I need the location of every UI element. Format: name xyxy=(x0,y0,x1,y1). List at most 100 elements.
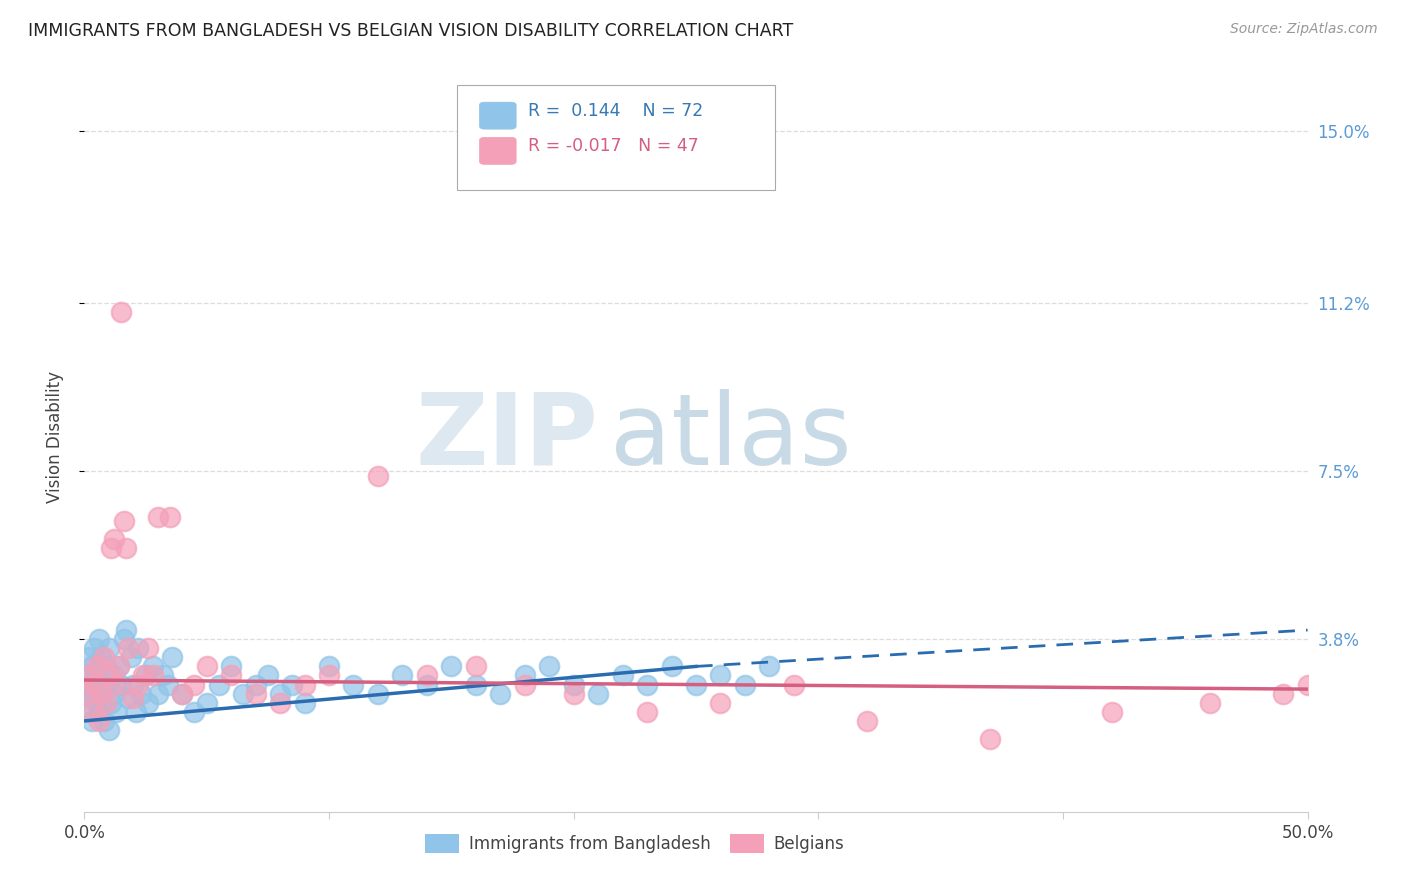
Point xyxy=(219,659,242,673)
Point xyxy=(636,705,658,719)
Point xyxy=(80,659,103,673)
Point xyxy=(146,509,169,524)
Text: IMMIGRANTS FROM BANGLADESH VS BELGIAN VISION DISABILITY CORRELATION CHART: IMMIGRANTS FROM BANGLADESH VS BELGIAN VI… xyxy=(28,22,793,40)
Point xyxy=(107,659,129,673)
Point xyxy=(122,677,145,691)
Point xyxy=(142,659,165,673)
Point xyxy=(783,677,806,691)
Point xyxy=(208,677,231,691)
Point xyxy=(135,668,157,682)
Point xyxy=(132,668,155,682)
Point xyxy=(142,668,165,682)
Point xyxy=(172,687,194,701)
Point xyxy=(127,677,149,691)
Point xyxy=(183,677,205,691)
Point xyxy=(110,305,132,319)
Point xyxy=(183,705,205,719)
Point xyxy=(103,533,125,547)
Point xyxy=(232,687,254,701)
Point xyxy=(1101,705,1123,719)
Point xyxy=(758,659,780,673)
Point xyxy=(281,677,304,691)
Point xyxy=(709,668,731,682)
Point xyxy=(100,541,122,556)
Point xyxy=(464,659,486,673)
Point xyxy=(979,732,1001,747)
Point xyxy=(87,714,110,728)
Point xyxy=(342,677,364,691)
Point xyxy=(80,705,103,719)
Point xyxy=(122,691,145,706)
Point xyxy=(93,650,115,665)
Point xyxy=(93,677,115,691)
Point xyxy=(86,668,108,682)
Point xyxy=(159,509,181,524)
Point xyxy=(93,714,115,728)
Point xyxy=(83,677,105,691)
Point xyxy=(219,668,242,682)
Point xyxy=(76,668,98,682)
Point xyxy=(172,687,194,701)
Text: R = -0.017   N = 47: R = -0.017 N = 47 xyxy=(529,137,699,155)
Point xyxy=(856,714,879,728)
Point xyxy=(76,687,98,701)
Text: atlas: atlas xyxy=(610,389,852,485)
Point xyxy=(318,659,340,673)
Point xyxy=(538,659,561,673)
Point xyxy=(245,687,267,701)
Point xyxy=(86,696,108,710)
Point xyxy=(112,514,135,528)
Point xyxy=(464,677,486,691)
Point xyxy=(87,705,110,719)
Point xyxy=(77,668,100,682)
Text: R =  0.144    N = 72: R = 0.144 N = 72 xyxy=(529,103,703,120)
Point xyxy=(391,668,413,682)
Point xyxy=(367,687,389,701)
Point xyxy=(90,687,112,701)
Point xyxy=(96,696,118,710)
Point xyxy=(136,641,159,656)
Point xyxy=(1296,677,1319,691)
Point xyxy=(612,668,634,682)
Legend: Immigrants from Bangladesh, Belgians: Immigrants from Bangladesh, Belgians xyxy=(419,827,851,860)
Point xyxy=(110,677,132,691)
Point xyxy=(195,659,218,673)
Point xyxy=(269,696,291,710)
Point xyxy=(96,659,118,673)
Point xyxy=(162,650,184,665)
Point xyxy=(562,677,585,691)
Point xyxy=(127,641,149,656)
Point xyxy=(90,687,112,701)
Point xyxy=(83,641,105,656)
Point xyxy=(416,668,439,682)
Point xyxy=(100,696,122,710)
Point xyxy=(117,641,139,656)
Point xyxy=(1272,687,1295,701)
Y-axis label: Vision Disability: Vision Disability xyxy=(45,371,63,503)
Point xyxy=(586,687,609,701)
Point xyxy=(562,687,585,701)
Point xyxy=(76,687,98,701)
Point xyxy=(77,650,100,665)
Point xyxy=(80,714,103,728)
Point xyxy=(146,687,169,701)
FancyBboxPatch shape xyxy=(479,137,516,164)
Point xyxy=(120,650,142,665)
Point xyxy=(440,659,463,673)
Point xyxy=(661,659,683,673)
Point xyxy=(80,691,103,706)
Text: Source: ZipAtlas.com: Source: ZipAtlas.com xyxy=(1230,22,1378,37)
Point xyxy=(125,705,148,719)
Point xyxy=(115,623,138,637)
Point xyxy=(318,668,340,682)
Point xyxy=(90,650,112,665)
Point xyxy=(245,677,267,691)
Point xyxy=(1198,696,1220,710)
Point xyxy=(195,696,218,710)
Point xyxy=(294,677,316,691)
Point xyxy=(86,659,108,673)
Point xyxy=(367,468,389,483)
Point xyxy=(156,677,179,691)
Point xyxy=(152,668,174,682)
Point xyxy=(129,687,152,701)
